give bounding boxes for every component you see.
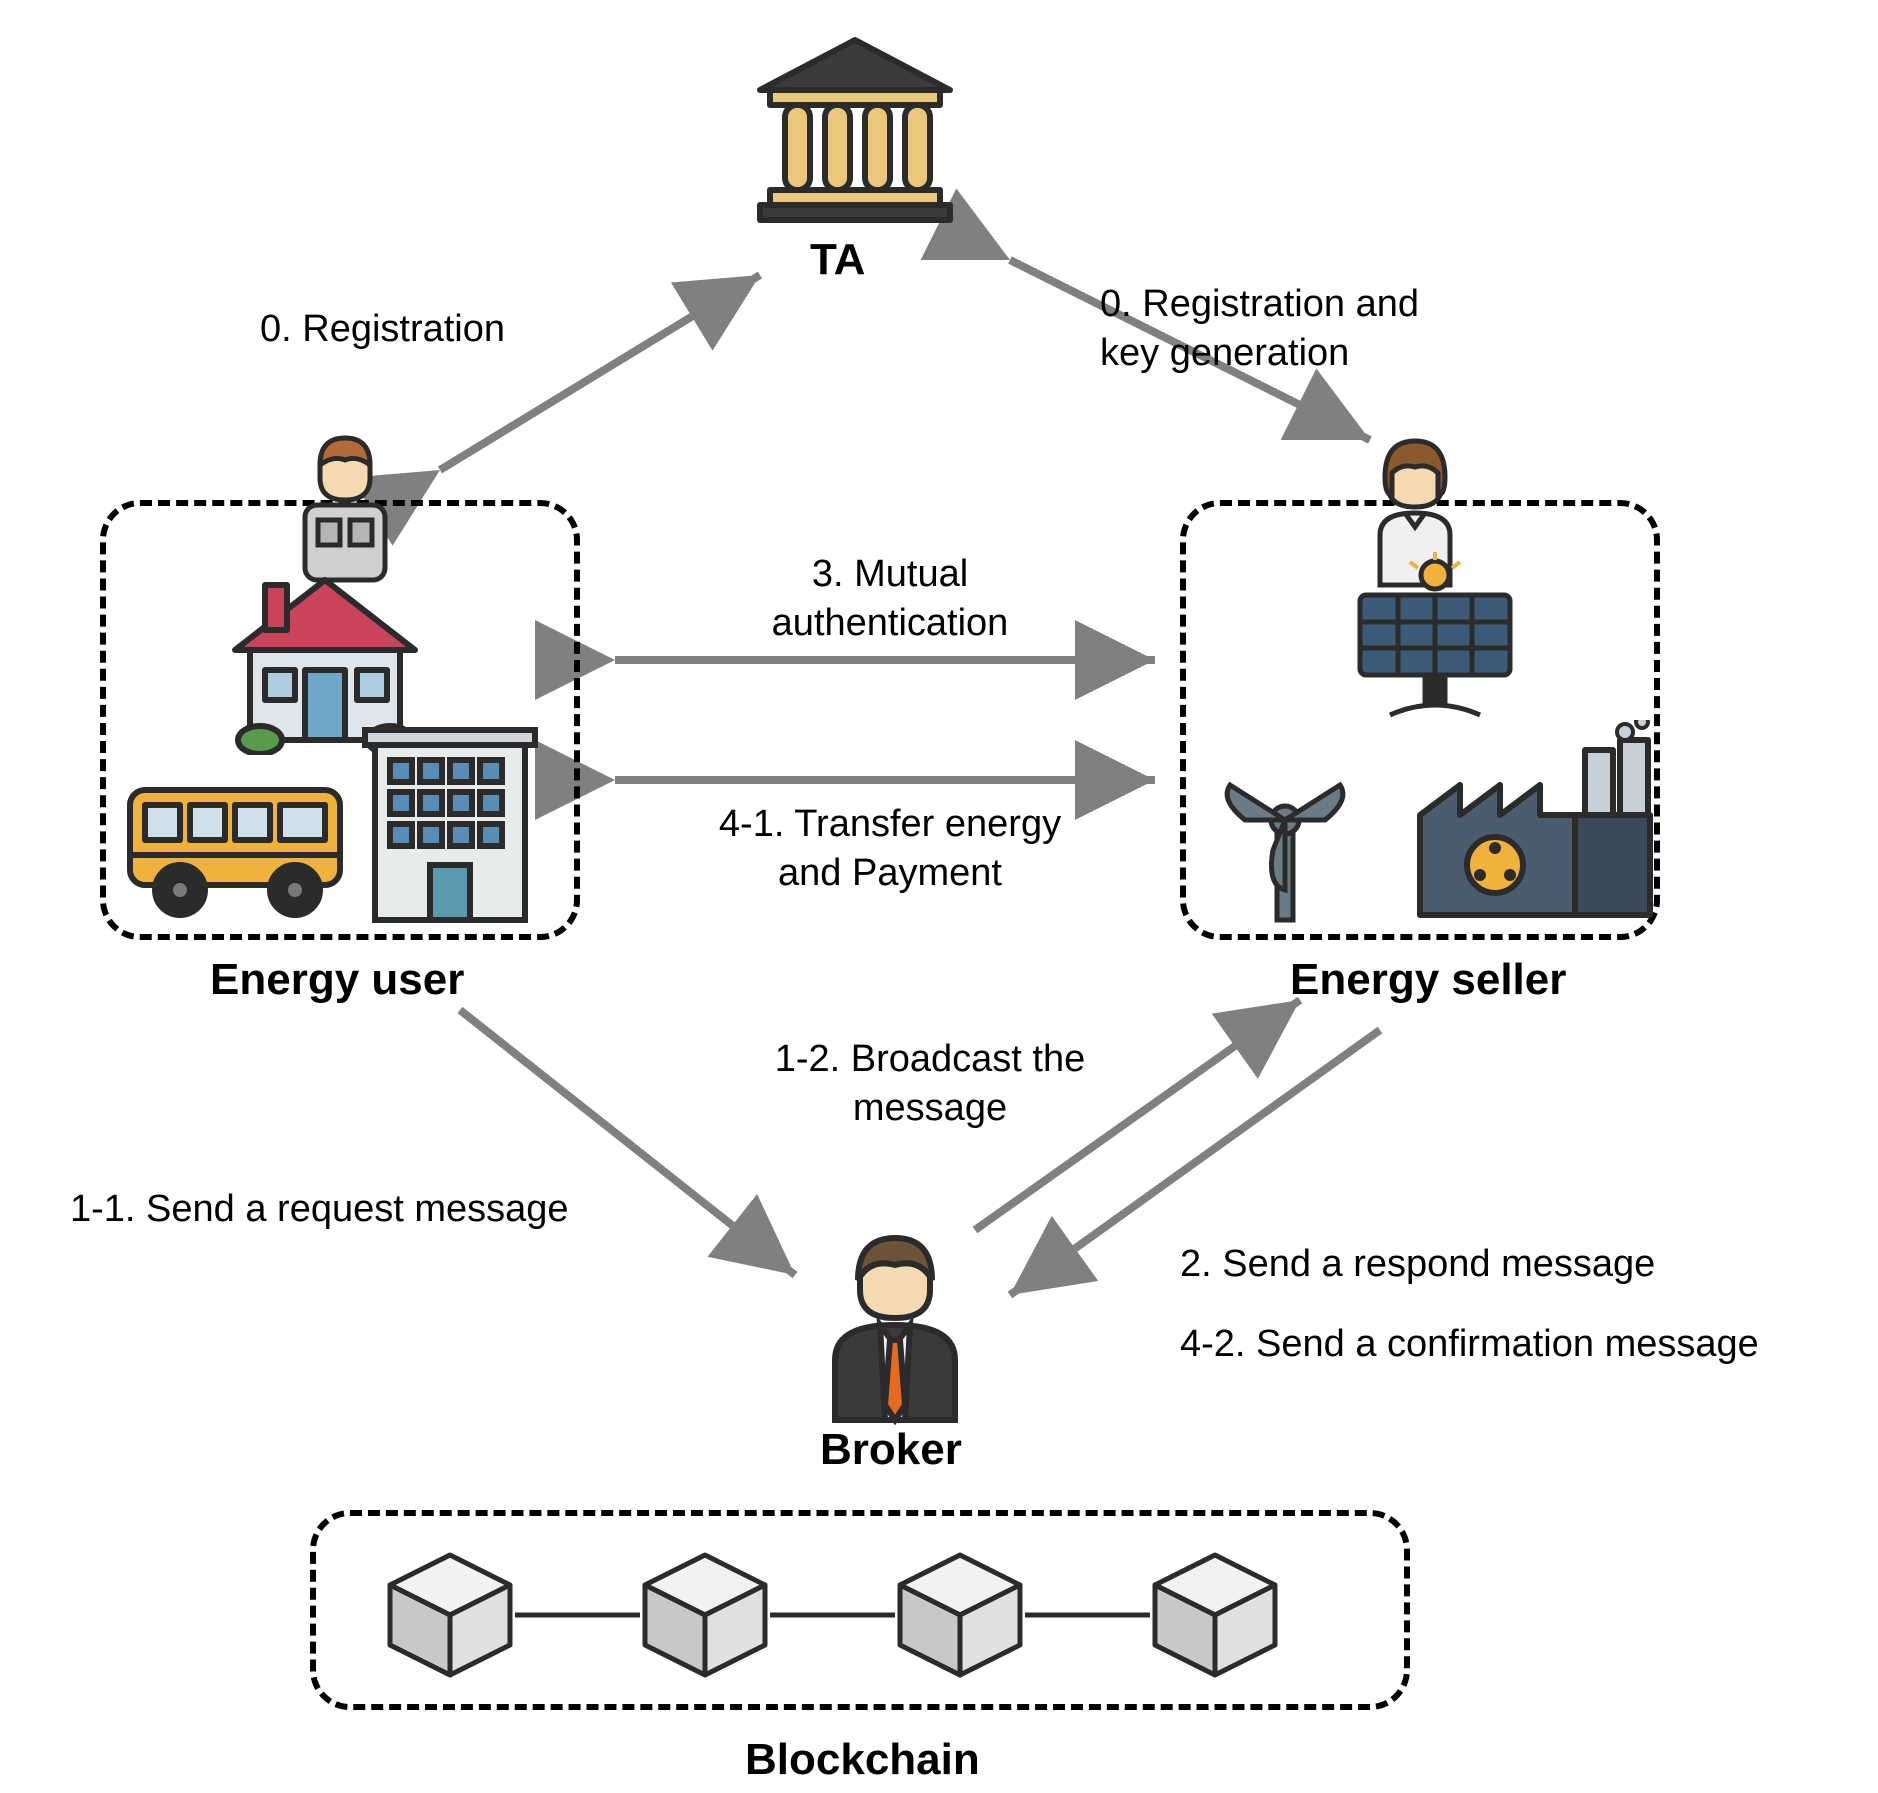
office-building-icon	[355, 720, 545, 935]
edge-12-line2: message	[853, 1087, 1007, 1129]
edge-0b-line1: 0. Registration and	[1100, 283, 1419, 325]
ta-label: TA	[810, 235, 865, 285]
broker-label: Broker	[820, 1425, 962, 1475]
broker-person-icon	[810, 1230, 980, 1430]
energy-seller-label: Energy seller	[1290, 955, 1566, 1005]
windmill-icon	[1195, 730, 1375, 935]
factory-icon	[1400, 720, 1660, 935]
edge-2-respond-label: 2. Send a respond message	[1180, 1240, 1655, 1289]
edge-1-1-request-label: 1-1. Send a request message	[70, 1185, 569, 1234]
energy-trading-diagram: TA	[0, 0, 1878, 1793]
bus-icon	[115, 760, 365, 935]
solar-panel-icon	[1330, 550, 1540, 735]
edge-41-line1: 4-1. Transfer energy	[719, 803, 1061, 845]
edge-3-line1: 3. Mutual	[812, 553, 968, 595]
edge-4-1-transfer-label: 4-1. Transfer energy and Payment	[660, 800, 1120, 899]
edge-12-line1: 1-2. Broadcast the	[775, 1038, 1086, 1080]
edge-0b-line2: key generation	[1100, 332, 1349, 374]
edge-4-2-confirm-label: 4-2. Send a confirmation message	[1180, 1320, 1759, 1369]
edge-0-registration-keygen-label: 0. Registration and key generation	[1100, 280, 1419, 379]
ta-icon	[740, 30, 970, 235]
edge-41-line2: and Payment	[778, 852, 1002, 894]
edge-3-line2: authentication	[772, 602, 1009, 644]
blockchain-cubes-icon	[350, 1540, 1370, 1695]
edge-3-mutual-auth-label: 3. Mutual authentication	[680, 550, 1100, 649]
energy-user-label: Energy user	[210, 955, 464, 1005]
blockchain-label: Blockchain	[745, 1735, 980, 1785]
edge-0-registration-label: 0. Registration	[260, 305, 505, 354]
edge-1-2-broadcast-label: 1-2. Broadcast the message	[720, 1035, 1140, 1134]
